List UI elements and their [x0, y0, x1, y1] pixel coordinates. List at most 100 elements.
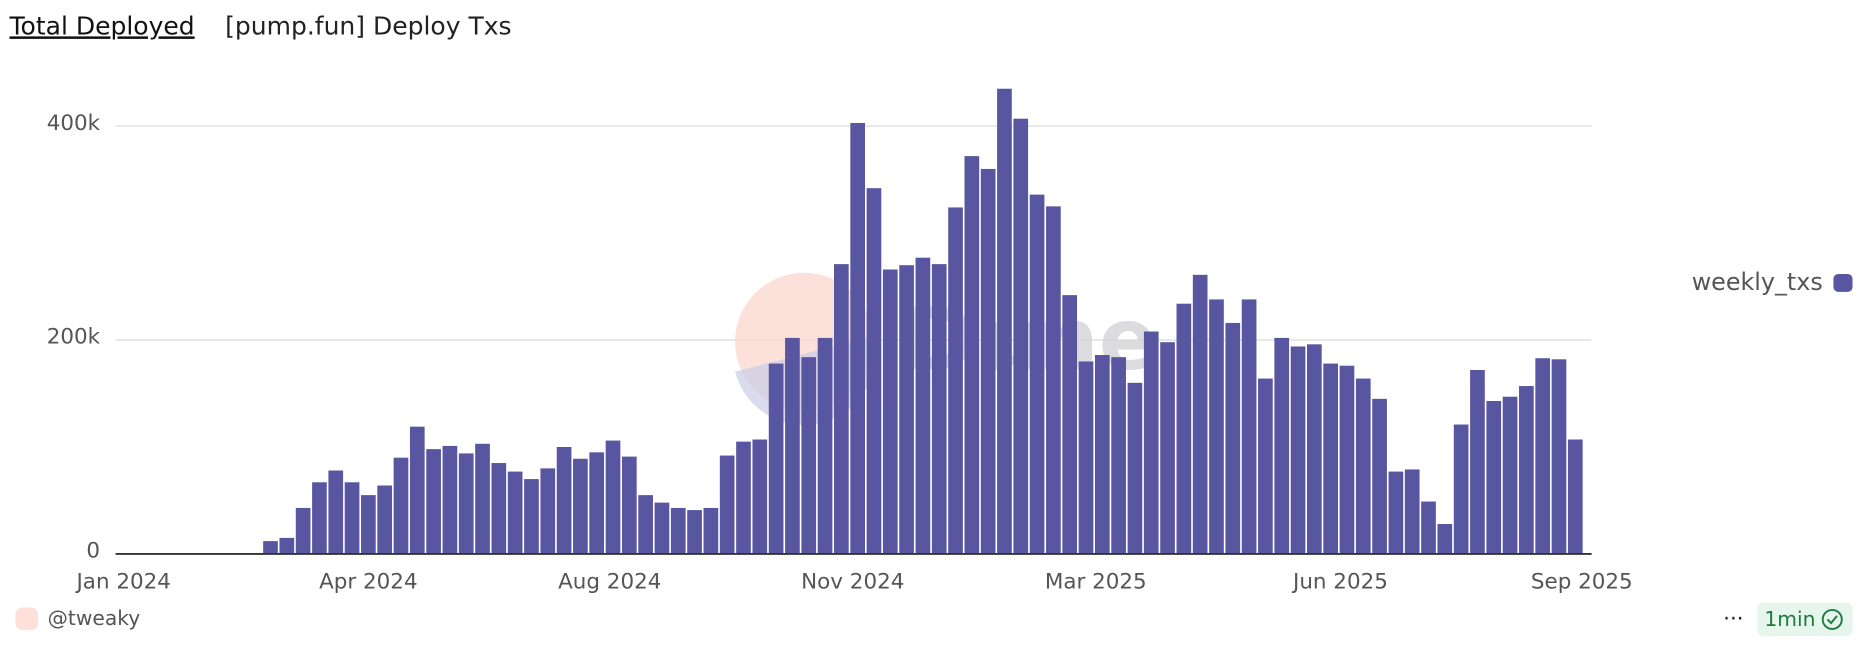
- x-tick-label: Jan 2024: [75, 570, 171, 595]
- bar: [654, 502, 670, 554]
- bar: [475, 443, 490, 554]
- x-tick-label: Apr 2024: [319, 570, 417, 595]
- bar: [1127, 382, 1143, 554]
- x-tick-label: Nov 2024: [801, 570, 904, 595]
- bar: [589, 452, 605, 554]
- bar: [964, 156, 980, 554]
- bar: [1551, 359, 1567, 554]
- bar: [882, 269, 898, 554]
- bar: [1258, 378, 1273, 554]
- bar: [1225, 322, 1241, 554]
- bar: [540, 468, 556, 554]
- bar: [426, 449, 441, 554]
- chart-title: [pump.fun] Deploy Txs: [225, 11, 511, 40]
- bar: [1502, 396, 1518, 554]
- y-tick-label: 400k: [47, 111, 101, 136]
- bar: [1241, 299, 1257, 554]
- bar: [1567, 439, 1583, 554]
- bar: [312, 482, 327, 554]
- bar: [899, 265, 914, 554]
- bar: [1209, 299, 1224, 554]
- bar: [768, 363, 784, 554]
- bar: [279, 537, 295, 554]
- bar: [834, 264, 849, 554]
- bar: [866, 188, 882, 554]
- bar: [1029, 194, 1045, 554]
- bar: [393, 457, 409, 554]
- bar: [377, 485, 393, 554]
- bar: [361, 495, 376, 554]
- bar: [442, 445, 458, 554]
- bar: [1062, 295, 1078, 554]
- bars: [263, 88, 1583, 554]
- refresh-time: 1min: [1764, 607, 1815, 631]
- x-tick-label: Mar 2025: [1045, 570, 1147, 595]
- y-tick-label: 200k: [47, 325, 101, 350]
- bar: [948, 207, 963, 554]
- tab-title[interactable]: Total Deployed: [9, 11, 195, 40]
- bar: [458, 453, 474, 554]
- bar: [328, 470, 344, 554]
- legend-label[interactable]: weekly_txs: [1692, 268, 1823, 296]
- bar: [1323, 363, 1338, 554]
- bar: [1290, 346, 1306, 554]
- bar: [295, 507, 311, 554]
- bar: [1094, 355, 1110, 554]
- y-tick-label: 0: [86, 539, 100, 564]
- x-tick-label: Aug 2024: [558, 570, 661, 595]
- bar: [605, 440, 621, 554]
- bar: [1078, 361, 1094, 554]
- bar: [1111, 357, 1126, 554]
- bar: [1404, 469, 1420, 554]
- bar: [736, 441, 751, 554]
- check-icon: [1821, 608, 1843, 630]
- bar: [1486, 401, 1502, 554]
- bar: [263, 541, 278, 554]
- bar: [507, 471, 523, 554]
- bar: [491, 463, 507, 554]
- bar: [997, 88, 1012, 554]
- bar: [752, 439, 768, 554]
- bar: [1388, 471, 1404, 554]
- bar: [1274, 337, 1290, 554]
- axis: 0 200k 400k Jan 2024 Apr 2024 Aug 2024 Nov 202…: [47, 111, 1633, 595]
- bar: [703, 507, 719, 554]
- bar: [915, 257, 931, 554]
- bar: [670, 507, 686, 554]
- bar: [1307, 344, 1322, 554]
- bar: [1192, 274, 1208, 554]
- bar: [850, 122, 866, 554]
- bar: [621, 456, 637, 554]
- bar: [1437, 523, 1453, 554]
- bar: [1160, 342, 1175, 554]
- more-menu[interactable]: ···: [1723, 606, 1743, 631]
- bar: [687, 510, 702, 554]
- bar: [1355, 378, 1371, 554]
- bar: [1372, 398, 1387, 554]
- bar: [1421, 501, 1436, 554]
- avatar: [15, 607, 39, 631]
- bar: [1176, 303, 1192, 554]
- bar: [801, 357, 817, 554]
- bar: [409, 426, 425, 554]
- bar: [785, 337, 800, 554]
- x-tick-label: Jun 2025: [1291, 570, 1388, 595]
- bar: [1143, 331, 1159, 554]
- bar: [524, 479, 539, 554]
- check-icon-mark: [1826, 615, 1838, 625]
- bar: [638, 495, 653, 554]
- legend-swatch: [1833, 273, 1853, 292]
- bar: [931, 264, 947, 554]
- bar: [1339, 365, 1355, 554]
- x-tick-label: Sep 2025: [1531, 570, 1633, 595]
- author[interactable]: @tweaky: [48, 606, 141, 630]
- bar: [344, 482, 360, 554]
- bar: [1013, 118, 1029, 554]
- bar: [1046, 206, 1061, 554]
- bar: [1519, 386, 1534, 554]
- bar: [980, 168, 996, 554]
- bar: [1535, 358, 1551, 554]
- bar: [573, 458, 588, 554]
- bar: [1470, 369, 1485, 554]
